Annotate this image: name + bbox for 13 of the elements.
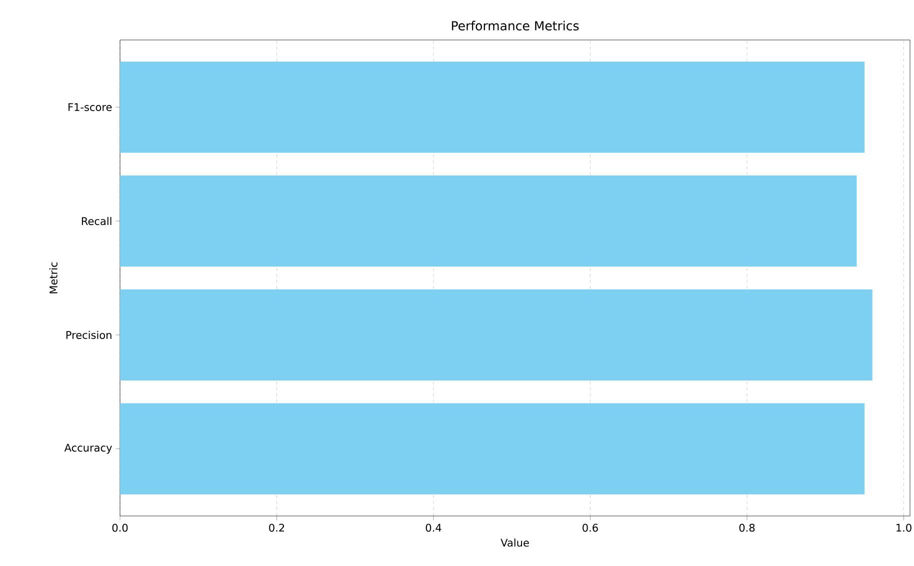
y-tick-label: Recall	[82, 216, 112, 226]
chart-title: Performance Metrics	[452, 20, 579, 30]
x-axis-title: Value	[500, 538, 529, 547]
y-tick-label: F1-score	[68, 103, 112, 112]
x-tick-label: 0.8	[739, 524, 755, 532]
x-tick-label: 0.0	[112, 524, 128, 532]
x-tick-label: 0.2	[269, 524, 284, 532]
x-tick-label: 1.0	[896, 524, 912, 532]
y-tick-label: Accuracy	[64, 444, 112, 454]
y-axis-title: Metric	[49, 262, 58, 294]
x-tick-label: 0.4	[426, 524, 442, 532]
y-tick-label: Precision	[66, 330, 112, 339]
x-tick-label: 0.6	[582, 524, 598, 532]
